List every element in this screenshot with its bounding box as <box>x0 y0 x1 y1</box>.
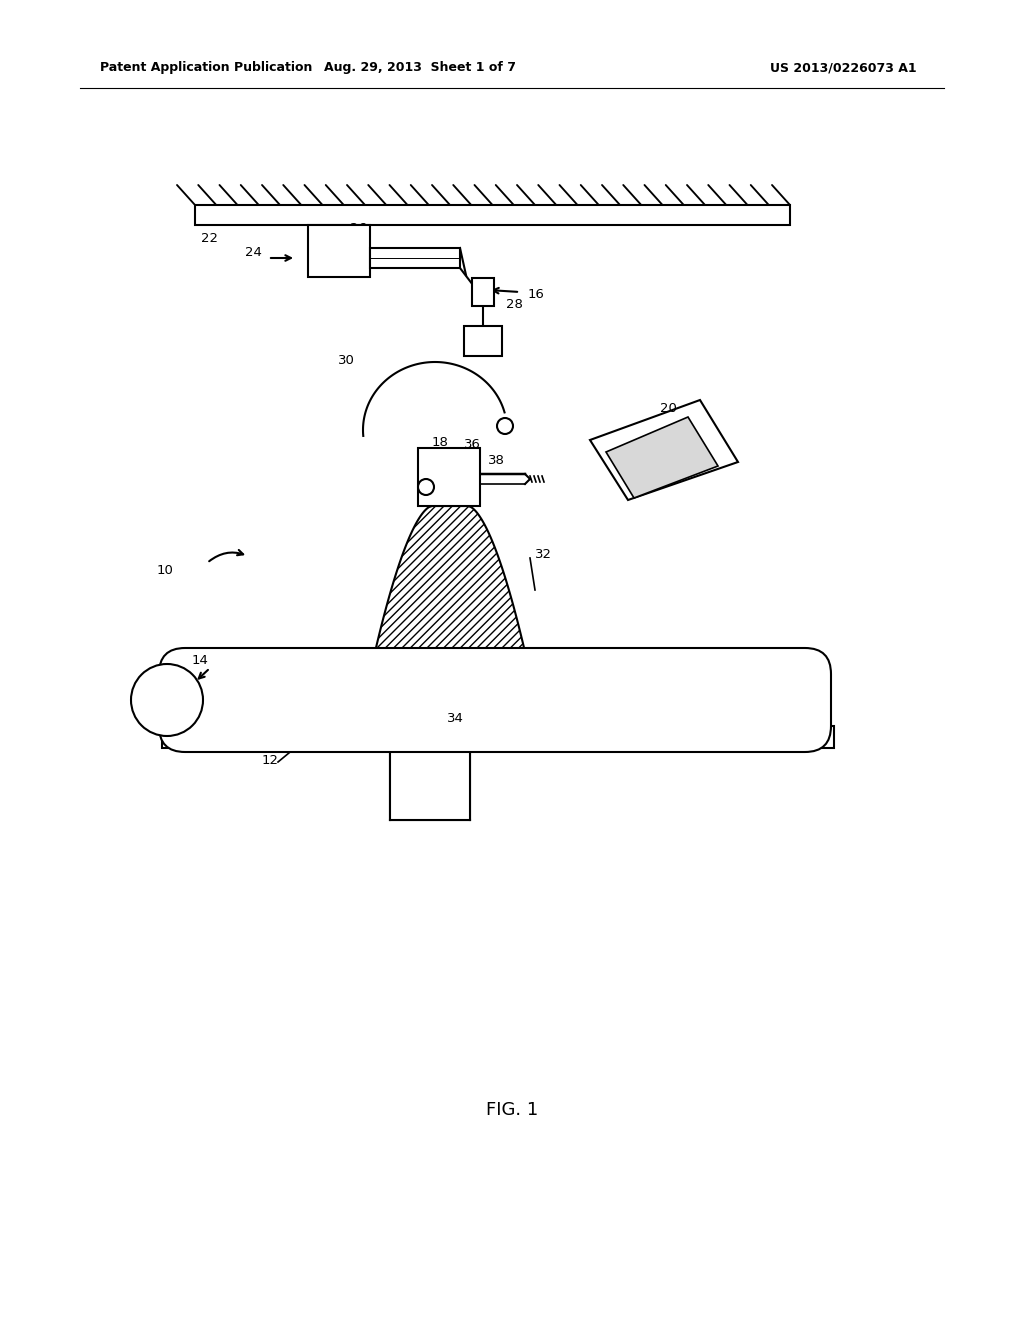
Text: 12: 12 <box>261 754 279 767</box>
Text: FIG. 1: FIG. 1 <box>485 1101 539 1119</box>
Text: 36: 36 <box>464 438 481 451</box>
Bar <box>195 205 790 224</box>
Bar <box>418 447 480 506</box>
Text: 24: 24 <box>245 246 261 259</box>
Text: 16: 16 <box>528 289 545 301</box>
Text: 18: 18 <box>432 436 449 449</box>
Text: US 2013/0226073 A1: US 2013/0226073 A1 <box>770 62 916 74</box>
Polygon shape <box>372 506 528 682</box>
Bar <box>370 248 460 268</box>
Text: 34: 34 <box>446 711 464 725</box>
Bar <box>464 326 502 356</box>
Text: 22: 22 <box>202 231 218 244</box>
Bar <box>390 748 470 820</box>
Polygon shape <box>606 417 718 498</box>
Circle shape <box>497 418 513 434</box>
Text: 30: 30 <box>338 354 355 367</box>
Text: 32: 32 <box>535 549 552 561</box>
Text: Aug. 29, 2013  Sheet 1 of 7: Aug. 29, 2013 Sheet 1 of 7 <box>324 62 516 74</box>
Text: 38: 38 <box>488 454 505 466</box>
Bar <box>308 224 370 277</box>
Text: 28: 28 <box>506 298 523 312</box>
Polygon shape <box>590 400 738 500</box>
Bar <box>162 726 834 748</box>
Text: 14: 14 <box>191 653 209 667</box>
Text: 26: 26 <box>349 222 367 235</box>
Circle shape <box>418 479 434 495</box>
Bar <box>472 279 494 306</box>
Text: Patent Application Publication: Patent Application Publication <box>100 62 312 74</box>
Text: 10: 10 <box>157 564 173 577</box>
Circle shape <box>131 664 203 737</box>
FancyBboxPatch shape <box>159 648 831 752</box>
Text: 20: 20 <box>660 401 677 414</box>
